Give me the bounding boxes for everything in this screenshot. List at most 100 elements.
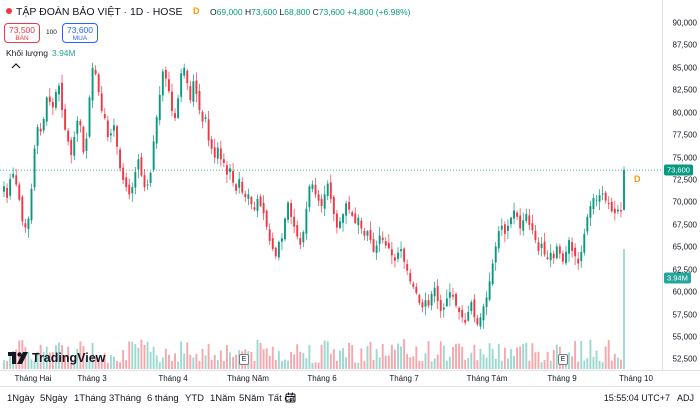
volume-bar — [363, 360, 366, 369]
candle-body — [235, 184, 238, 191]
volume-bar — [571, 356, 574, 369]
candle-body — [155, 117, 158, 144]
earnings-marker[interactable]: E — [239, 354, 249, 365]
range-button[interactable]: 3Tháng — [109, 393, 142, 404]
candle-body — [433, 287, 436, 297]
volume-bar — [64, 355, 67, 369]
candle-body — [375, 245, 378, 253]
time-tick-label: Tháng Hai — [14, 374, 52, 383]
volume-bar — [320, 344, 323, 369]
volume-legend[interactable]: Khối lượng 3.94M — [6, 48, 76, 58]
candle-body — [287, 202, 289, 220]
volume-bar — [531, 343, 534, 369]
range-button[interactable]: 1Ngày — [7, 393, 35, 404]
range-button[interactable]: 1Tháng — [74, 393, 107, 404]
dividend-marker[interactable]: D — [634, 174, 641, 184]
price-tick-label: 77,500 — [672, 130, 697, 140]
range-button[interactable]: 5Ngày — [40, 393, 68, 404]
candle-body — [85, 138, 88, 151]
volume-bar — [497, 343, 500, 369]
volume-bar — [522, 343, 525, 369]
adjustment-toggle[interactable]: ADJ — [676, 393, 694, 403]
volume-bar — [222, 360, 225, 369]
low-value: 68,800 — [284, 7, 311, 17]
volume-bar — [128, 341, 131, 369]
volume-bar — [42, 352, 45, 369]
candle-body — [232, 170, 235, 183]
volume-bar — [6, 361, 9, 369]
collapse-legend-button[interactable] — [9, 62, 23, 74]
clock-timezone[interactable]: 15:55:04 UTC+7 — [603, 393, 670, 403]
candlestick-chart[interactable] — [0, 0, 662, 370]
sell-label: BÁN — [15, 35, 29, 42]
candle-body — [488, 281, 491, 300]
volume-bar — [519, 346, 522, 369]
volume-bar — [513, 355, 515, 369]
volume-bar — [372, 359, 375, 369]
sell-button[interactable]: 73,500 BÁN — [4, 23, 40, 43]
volume-bar — [235, 354, 238, 369]
volume-bar — [485, 357, 488, 369]
volume-bar — [97, 357, 100, 369]
volume-bar — [94, 356, 97, 369]
price-axis[interactable]: 90,000 87,500 85,000 82,500 80,000 77,500 75,0… — [662, 0, 700, 370]
candle-body — [335, 213, 338, 228]
volume-bar — [623, 249, 625, 369]
volume-bar — [436, 354, 439, 369]
candle-body — [192, 81, 195, 102]
candle-body — [21, 196, 24, 222]
volume-bar — [452, 347, 454, 369]
candle-body — [271, 238, 274, 250]
range-button[interactable]: 6 tháng — [147, 393, 179, 404]
range-button[interactable]: YTD — [185, 393, 204, 404]
volume-bar — [491, 349, 494, 369]
candle-body — [284, 218, 286, 240]
candle-body — [430, 293, 433, 306]
tradingview-logo[interactable]: TradingView — [8, 349, 106, 365]
candle-body — [409, 272, 412, 282]
buy-button[interactable]: 73,600 MUA — [62, 23, 98, 43]
volume-bar — [448, 356, 451, 369]
candle-body — [27, 218, 30, 229]
chart-header: TẬP ĐOÀN BẢO VIỆT · 1D · HOSE D O69,000 … — [0, 0, 662, 22]
sell-price: 73,500 — [9, 25, 35, 35]
candle-body — [503, 224, 506, 234]
candle-body — [381, 237, 384, 241]
volume-bar — [329, 353, 332, 369]
candle-body — [158, 94, 161, 121]
calendar-goto-icon[interactable] — [285, 392, 296, 406]
volume-bar — [427, 341, 430, 369]
price-series — [3, 62, 625, 330]
candle-body — [222, 159, 225, 163]
chart-area[interactable] — [0, 0, 662, 370]
volume-bar — [598, 360, 601, 369]
tradingview-logo-text: TradingView — [32, 350, 106, 365]
high-value: 73,600 — [251, 7, 278, 17]
volume-bar — [351, 345, 354, 369]
symbol-title[interactable]: TẬP ĐOÀN BẢO VIỆT · 1D · HOSE — [6, 6, 182, 18]
range-button[interactable]: 1Năm — [210, 393, 236, 404]
candle-body — [616, 209, 619, 212]
volume-bar — [284, 359, 286, 369]
candle-body — [332, 197, 335, 215]
volume-bar — [503, 347, 506, 369]
volume-bar — [406, 353, 409, 369]
price-tick-label: 80,000 — [672, 108, 697, 118]
volume-bar — [339, 350, 341, 369]
volume-bar — [296, 344, 299, 369]
candle-body — [317, 194, 320, 201]
delayed-data-badge[interactable]: D — [193, 6, 200, 16]
candle-body — [161, 71, 164, 96]
volume-bar — [158, 362, 161, 369]
earnings-marker[interactable]: E — [558, 354, 568, 365]
volume-bar — [430, 361, 433, 369]
time-axis[interactable]: Tháng Hai Tháng 3 Tháng 4 Tháng Năm Tháng 6 T… — [0, 370, 700, 386]
volume-bar — [403, 339, 406, 369]
tradingview-logo-icon — [8, 351, 28, 364]
candle-body — [131, 187, 134, 194]
volume-bar — [442, 345, 445, 369]
range-button[interactable]: Tất cả — [268, 393, 295, 404]
range-button[interactable]: 5Năm — [239, 393, 265, 404]
volume-bar — [216, 360, 219, 369]
volume-bar — [345, 357, 348, 369]
